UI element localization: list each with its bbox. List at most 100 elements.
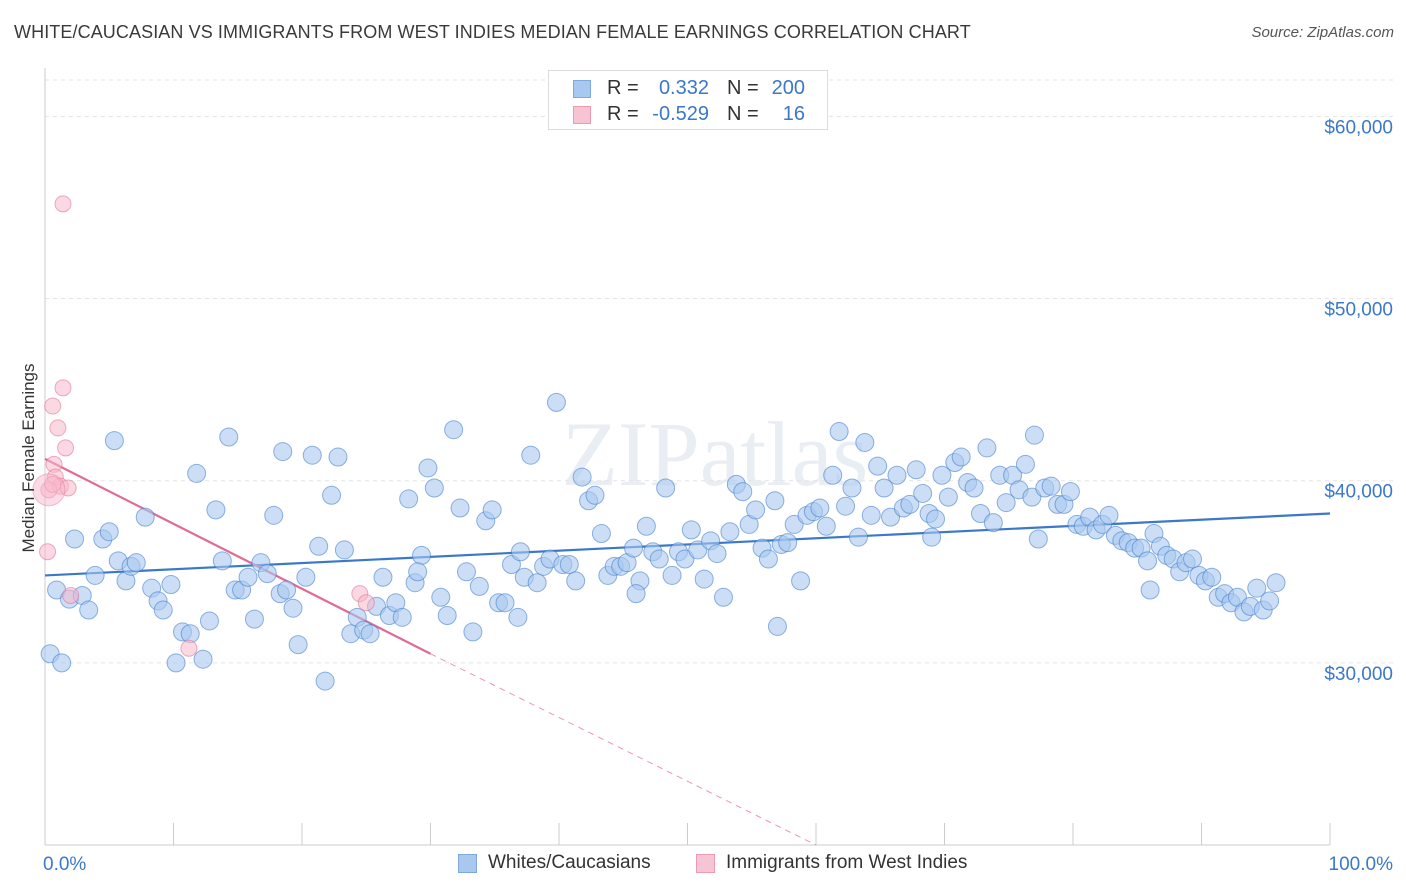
bottom-legend-swatch-whites (458, 854, 477, 873)
point-whites (99, 522, 119, 542)
point-whites (681, 520, 701, 540)
point-whites (322, 485, 342, 505)
point-whites (161, 575, 181, 595)
point-whites (848, 527, 868, 547)
point-whites (765, 491, 785, 511)
point-whites (720, 522, 740, 542)
legend-swatch-west-indies (573, 106, 591, 124)
point-whites (636, 516, 656, 536)
legend-r-label: R = (607, 77, 639, 99)
point-whites (296, 567, 316, 587)
point-whites (1266, 573, 1286, 593)
legend-row-whites: R = 0.332 N = 200 (549, 76, 827, 102)
x-tick-label-max: 100.0% (1329, 854, 1394, 875)
point-whites (360, 624, 380, 644)
point-whites (1022, 487, 1042, 507)
point-whites (219, 427, 239, 447)
point-whites (855, 432, 875, 452)
point-whites (328, 447, 348, 467)
point-whites (662, 565, 682, 585)
point-whites (791, 571, 811, 591)
point-whites (829, 422, 849, 442)
point-whites (922, 527, 942, 547)
point-west-indies (39, 543, 57, 561)
point-whites (135, 507, 155, 527)
point-whites (983, 513, 1003, 533)
point-whites (977, 438, 997, 458)
point-whites (277, 580, 297, 600)
point-whites (836, 496, 856, 516)
point-whites (510, 542, 530, 562)
point-whites (65, 529, 85, 549)
bottom-legend-label-west-indies: Immigrants from West Indies (726, 852, 968, 873)
point-whites (694, 569, 714, 589)
point-whites (591, 524, 611, 544)
point-whites (199, 611, 219, 631)
point-whites (900, 494, 920, 514)
trend-lines (44, 457, 1331, 846)
point-whites (418, 458, 438, 478)
legend-n-value: 16 (782, 103, 805, 125)
point-whites (778, 533, 798, 553)
y-tick-label: $50,000 (1324, 300, 1393, 321)
point-whites (874, 478, 894, 498)
point-whites (469, 576, 489, 596)
axes (44, 68, 1331, 846)
point-whites (713, 587, 733, 607)
point-whites (913, 483, 933, 503)
point-whites (675, 549, 695, 569)
point-whites (456, 562, 476, 582)
point-whites (412, 545, 432, 565)
point-whites (649, 549, 669, 569)
y-tick-label: $30,000 (1324, 664, 1393, 685)
point-whites (283, 598, 303, 618)
point-whites (527, 573, 547, 593)
point-whites (79, 600, 99, 620)
point-whites (881, 507, 901, 527)
data-points (32, 195, 1286, 691)
point-whites (508, 607, 528, 627)
point-west-indies (357, 594, 375, 612)
point-whites (1138, 551, 1158, 571)
y-tick-label: $40,000 (1324, 482, 1393, 503)
point-west-indies (57, 439, 75, 457)
x-tick-label-min: 0.0% (43, 854, 86, 875)
point-whites (206, 500, 226, 520)
point-whites (970, 504, 990, 523)
watermark: ZIPatlas (562, 403, 869, 505)
point-whites (951, 447, 971, 467)
point-whites (450, 498, 470, 518)
point-whites (784, 514, 804, 534)
point-whites (906, 460, 926, 480)
legend-n-label: N = (727, 77, 759, 99)
bottom-legend-label-whites: Whites/Caucasians (488, 852, 651, 873)
point-whites (273, 442, 293, 462)
point-whites (166, 653, 186, 673)
point-whites (444, 420, 464, 440)
point-west-indies (44, 397, 62, 415)
legend-n-value: 200 (771, 77, 805, 99)
point-whites (52, 653, 72, 673)
point-west-indies (49, 419, 67, 437)
point-whites (392, 607, 412, 627)
legend-r-value: 0.332 (658, 77, 709, 99)
point-whites (238, 567, 258, 587)
correlation-legend: R = 0.332 N = 200 R = -0.529 N = 16 (548, 70, 828, 130)
point-whites (495, 593, 515, 613)
point-whites (624, 538, 644, 558)
point-whites (104, 431, 124, 451)
point-whites (212, 551, 232, 571)
trend-line-west-indies (44, 457, 431, 655)
point-whites (1028, 529, 1048, 549)
point-whites (482, 500, 502, 520)
point-whites (1041, 476, 1061, 496)
point-whites (767, 616, 787, 636)
point-whites (868, 456, 888, 476)
point-whites (437, 606, 457, 625)
point-whites (1015, 454, 1035, 474)
source-label: Source: ZipAtlas.com (1251, 24, 1394, 41)
point-whites (810, 498, 830, 518)
point-whites (823, 465, 843, 485)
point-whites (688, 540, 708, 560)
